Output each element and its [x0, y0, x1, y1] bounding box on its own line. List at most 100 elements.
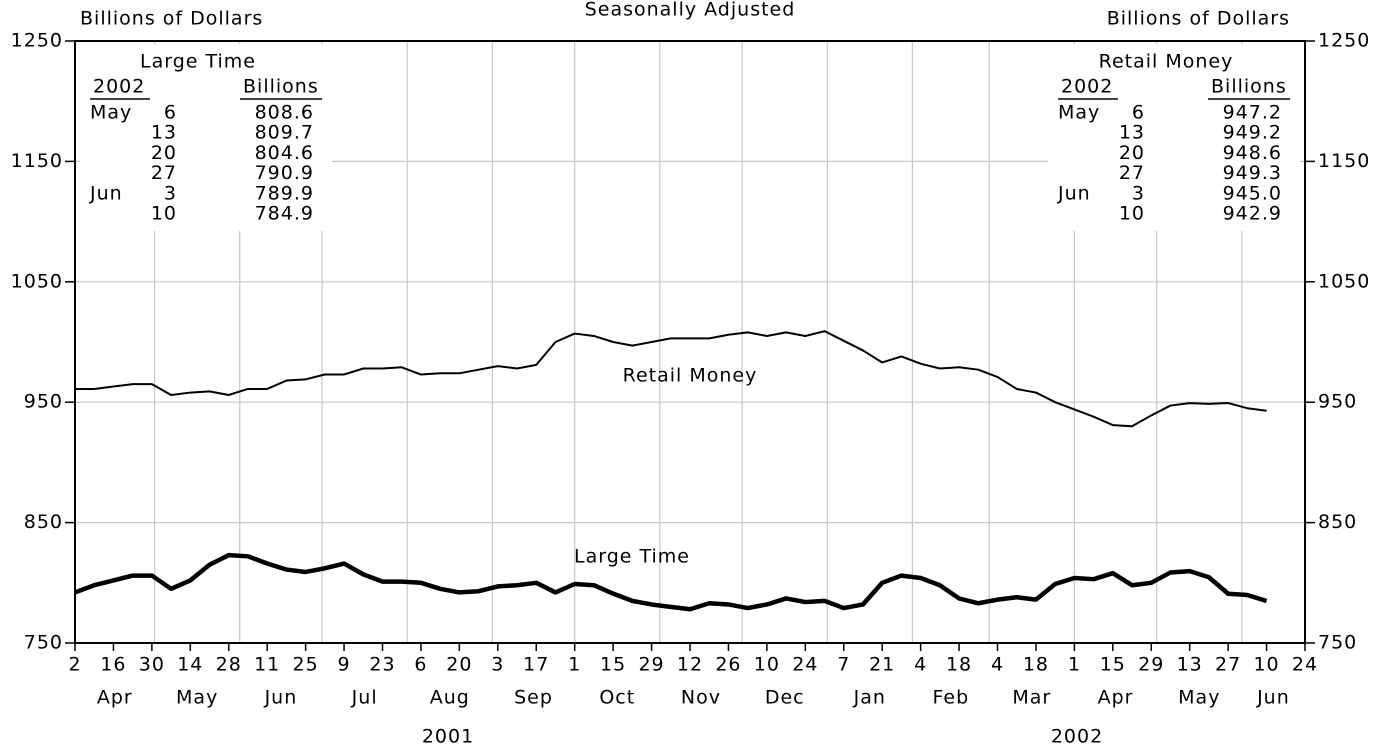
x-tick-label: 29 [1138, 654, 1164, 676]
year-label: 2001 [422, 726, 474, 744]
plot-frame [74, 40, 1306, 644]
x-tick-label: 25 [293, 654, 319, 676]
table-value: 789.9 [255, 182, 314, 204]
x-tick-label: 28 [216, 654, 242, 676]
month-label: May [176, 687, 218, 709]
chart-title: Seasonally Adjusted [585, 0, 796, 21]
y2-tick-label: 1250 [1318, 30, 1370, 52]
table-month: May [1058, 102, 1100, 124]
x-tick-label: 21 [869, 654, 895, 676]
y2-axis-title: Billions of Dollars [1107, 8, 1290, 30]
table-month: Jun [1057, 182, 1091, 204]
x-tick-label: 1 [568, 654, 581, 676]
table-value: 808.6 [255, 102, 314, 124]
month-label: Nov [681, 687, 721, 709]
table-day: 6 [1132, 102, 1145, 124]
x-tick-label: 10 [1253, 654, 1279, 676]
y-tick-label: 1250 [11, 30, 63, 52]
table-day: 6 [164, 102, 177, 124]
table-day: 3 [1132, 182, 1145, 204]
x-tick-label: 24 [792, 654, 818, 676]
x-tick-label: 30 [139, 654, 165, 676]
table-background [1048, 44, 1300, 231]
x-tick-label: 23 [369, 654, 395, 676]
x-tick-label: 24 [1292, 654, 1318, 676]
table-value: 784.9 [255, 203, 314, 225]
table-title: Large Time [140, 51, 256, 73]
table-day: 13 [1119, 122, 1145, 144]
table-year-header: 2002 [93, 76, 145, 98]
month-label: Sep [514, 687, 553, 709]
x-tick-label: 26 [715, 654, 741, 676]
table-value: 945.0 [1223, 182, 1282, 204]
month-label: Apr [1098, 687, 1134, 709]
table-month: May [90, 102, 132, 124]
month-label: Jul [351, 687, 378, 709]
y-tick-label: 950 [24, 391, 63, 413]
month-label: Feb [933, 687, 970, 709]
table-background [80, 44, 332, 231]
y-tick-label: 850 [24, 511, 63, 533]
x-tick-label: 10 [754, 654, 780, 676]
table-value: 790.9 [255, 162, 314, 184]
table-value: 948.6 [1223, 142, 1282, 164]
x-tick-label: 14 [177, 654, 203, 676]
table-day: 27 [1119, 162, 1145, 184]
table-day: 20 [151, 142, 177, 164]
y-axis-title: Billions of Dollars [80, 8, 263, 30]
x-tick-label: 29 [638, 654, 664, 676]
table-day: 13 [151, 122, 177, 144]
x-tick-label: 15 [1100, 654, 1126, 676]
x-tick-label: 18 [1023, 654, 1049, 676]
month-label: Jan [853, 687, 886, 709]
table-value: 947.2 [1223, 102, 1282, 124]
y2-tick-label: 950 [1318, 391, 1357, 413]
y-tick-label: 750 [24, 632, 63, 654]
table-day: 3 [164, 182, 177, 204]
table-title: Retail Money [1099, 51, 1234, 73]
x-tick-label: 11 [254, 654, 280, 676]
y-tick-label: 1050 [11, 270, 63, 292]
table-value: 804.6 [255, 142, 314, 164]
x-tick-label: 12 [677, 654, 703, 676]
month-label: Apr [97, 687, 133, 709]
table-day: 10 [1119, 203, 1145, 225]
x-tick-label: 16 [100, 654, 126, 676]
x-tick-label: 20 [446, 654, 472, 676]
table-year-header: 2002 [1061, 76, 1113, 98]
month-label: Mar [1012, 687, 1051, 709]
x-tick-label: 27 [1215, 654, 1241, 676]
table-day: 20 [1119, 142, 1145, 164]
x-tick-label: 15 [600, 654, 626, 676]
table-value: 949.3 [1223, 162, 1282, 184]
year-label: 2002 [1051, 726, 1103, 744]
x-tick-label: 18 [946, 654, 972, 676]
x-tick-label: 2 [68, 654, 81, 676]
y2-tick-label: 850 [1318, 511, 1357, 533]
x-tick-label: 4 [991, 654, 1004, 676]
x-tick-label: 7 [837, 654, 850, 676]
x-tick-label: 4 [914, 654, 927, 676]
month-label: Oct [599, 687, 635, 709]
series-label: Large Time [574, 546, 690, 568]
y2-tick-label: 1150 [1318, 150, 1370, 172]
month-label: Dec [765, 687, 805, 709]
series-line [74, 552, 1268, 612]
x-tick-label: 13 [1177, 654, 1203, 676]
series-label: Retail Money [623, 365, 758, 387]
table-unit-header: Billions [1211, 76, 1287, 98]
table-value: 942.9 [1223, 203, 1282, 225]
x-tick-label: 17 [523, 654, 549, 676]
series-line [75, 330, 1267, 428]
month-label: May [1178, 687, 1220, 709]
x-tick-label: 6 [414, 654, 427, 676]
table-unit-header: Billions [243, 76, 319, 98]
y-tick-label: 1150 [11, 150, 63, 172]
y2-tick-label: 1050 [1318, 270, 1370, 292]
table-value: 809.7 [255, 122, 314, 144]
table-value: 949.2 [1223, 122, 1282, 144]
month-label: Aug [430, 687, 470, 709]
x-tick-label: 9 [338, 654, 351, 676]
table-day: 10 [151, 203, 177, 225]
